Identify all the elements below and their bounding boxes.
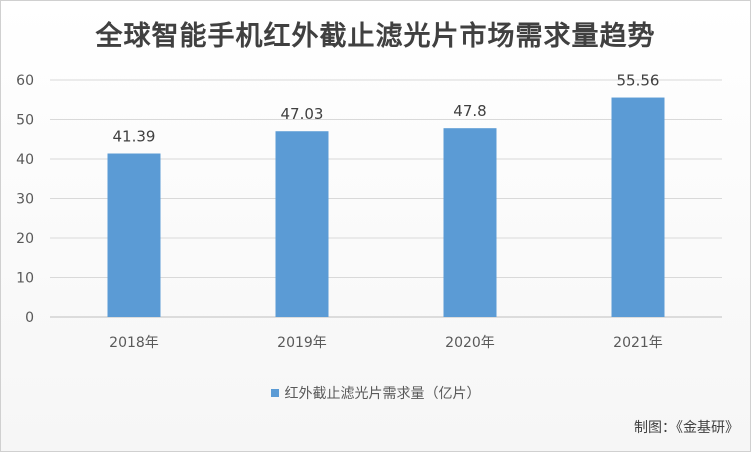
y-tick-label: 30 <box>16 192 34 208</box>
x-tick-label: 2018年 <box>109 335 159 351</box>
source-note: 制图：《金基研》 <box>634 420 739 436</box>
x-tick-label: 2020年 <box>445 335 495 351</box>
bar <box>107 153 161 317</box>
bar <box>611 97 665 318</box>
data-label: 47.8 <box>453 102 486 120</box>
x-axis-ticks: 2018年 2019年 2020年 2021年 <box>109 335 663 351</box>
legend-swatch <box>270 389 279 397</box>
bar <box>275 131 329 317</box>
y-tick-label: 40 <box>16 152 34 168</box>
chart-title: 全球智能手机红外截止滤光片市场需求量趋势 <box>95 21 656 52</box>
y-tick-label: 10 <box>16 271 34 287</box>
y-tick-label: 20 <box>16 231 34 247</box>
data-label: 47.03 <box>281 105 324 123</box>
data-label: 41.39 <box>113 128 156 146</box>
x-tick-label: 2021年 <box>613 335 663 351</box>
x-tick-label: 2019年 <box>277 335 327 351</box>
y-tick-label: 0 <box>25 310 34 326</box>
y-axis-ticks: 0 10 20 30 40 50 60 <box>16 73 34 326</box>
legend: 红外截止滤光片需求量（亿片） <box>0 383 751 403</box>
y-tick-label: 60 <box>16 73 34 89</box>
data-labels: 41.39 47.03 47.8 55.56 <box>113 72 660 146</box>
bar-series <box>107 97 665 318</box>
legend-label: 红外截止滤光片需求量（亿片） <box>284 386 481 402</box>
data-label: 55.56 <box>617 72 660 90</box>
gridlines <box>50 79 722 318</box>
y-tick-label: 50 <box>16 113 34 129</box>
bar <box>443 128 497 317</box>
